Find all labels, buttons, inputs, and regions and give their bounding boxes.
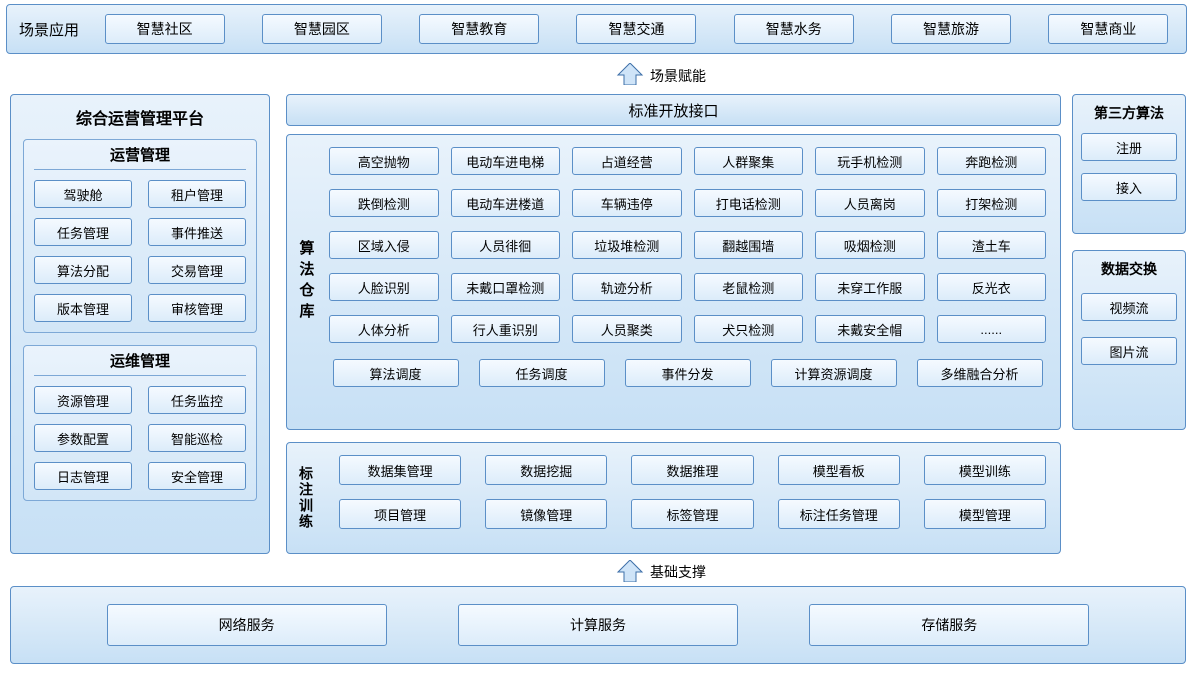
algo-item[interactable]: 老鼠检测 xyxy=(694,273,804,301)
ops-platform-panel: 综合运营管理平台 运营管理 驾驶舱 租户管理 任务管理 事件推送 算法分配 交易… xyxy=(10,94,270,554)
algo-item[interactable]: 高空抛物 xyxy=(329,147,439,175)
ops-item[interactable]: 审核管理 xyxy=(148,294,246,322)
maint-group-title: 运维管理 xyxy=(34,346,246,376)
algo-item[interactable]: 人脸识别 xyxy=(329,273,439,301)
scenario-panel: 场景应用 智慧社区 智慧园区 智慧教育 智慧交通 智慧水务 智慧旅游 智慧商业 xyxy=(6,4,1187,54)
support-item[interactable]: 网络服务 xyxy=(107,604,387,646)
algo-item[interactable]: 未穿工作服 xyxy=(815,273,925,301)
scenario-item[interactable]: 智慧商业 xyxy=(1048,14,1168,44)
ops-platform-title: 综合运营管理平台 xyxy=(23,105,257,129)
schedule-item[interactable]: 事件分发 xyxy=(625,359,751,387)
api-title: 标准开放接口 xyxy=(628,100,718,121)
arrow-scenario-label: 场景赋能 xyxy=(650,66,706,86)
algo-item[interactable]: 翻越围墙 xyxy=(694,231,804,259)
maint-item[interactable]: 参数配置 xyxy=(34,424,132,452)
arrow-scenario-icon xyxy=(616,63,640,81)
train-panel: 标注训练 数据集管理数据挖掘数据推理模型看板模型训练项目管理镜像管理标签管理标注… xyxy=(286,442,1061,554)
scenario-item[interactable]: 智慧旅游 xyxy=(891,14,1011,44)
arrow-support-label: 基础支撑 xyxy=(650,562,706,582)
scenario-item[interactable]: 智慧园区 xyxy=(262,14,382,44)
algo-item[interactable]: 打架检测 xyxy=(937,189,1047,217)
algo-item[interactable]: 人员离岗 xyxy=(815,189,925,217)
algo-item[interactable]: 人员徘徊 xyxy=(451,231,561,259)
algo-item[interactable]: 奔跑检测 xyxy=(937,147,1047,175)
algo-item[interactable]: 行人重识别 xyxy=(451,315,561,343)
algo-item[interactable]: 打电话检测 xyxy=(694,189,804,217)
schedule-item[interactable]: 算法调度 xyxy=(333,359,459,387)
algo-item[interactable]: 跌倒检测 xyxy=(329,189,439,217)
train-item[interactable]: 模型看板 xyxy=(778,455,900,485)
ops-group-title: 运营管理 xyxy=(34,140,246,170)
train-item[interactable]: 数据推理 xyxy=(631,455,753,485)
train-label: 标注训练 xyxy=(287,443,325,553)
algo-item[interactable]: 人群聚集 xyxy=(694,147,804,175)
maint-item[interactable]: 任务监控 xyxy=(148,386,246,414)
dataexchange-item[interactable]: 视频流 xyxy=(1081,293,1177,321)
train-item[interactable]: 模型训练 xyxy=(924,455,1046,485)
algo-item[interactable]: 未戴安全帽 xyxy=(815,315,925,343)
train-item[interactable]: 模型管理 xyxy=(924,499,1046,529)
maint-item[interactable]: 智能巡检 xyxy=(148,424,246,452)
thirdparty-item[interactable]: 接入 xyxy=(1081,173,1177,201)
ops-item[interactable]: 驾驶舱 xyxy=(34,180,132,208)
algo-item[interactable]: 人体分析 xyxy=(329,315,439,343)
algo-item[interactable]: 占道经营 xyxy=(572,147,682,175)
schedule-item[interactable]: 计算资源调度 xyxy=(771,359,897,387)
schedule-item[interactable]: 多维融合分析 xyxy=(917,359,1043,387)
algo-item[interactable]: 电动车进电梯 xyxy=(451,147,561,175)
schedule-item[interactable]: 任务调度 xyxy=(479,359,605,387)
algo-item[interactable]: 区域入侵 xyxy=(329,231,439,259)
dataexchange-item[interactable]: 图片流 xyxy=(1081,337,1177,365)
train-item[interactable]: 项目管理 xyxy=(339,499,461,529)
algo-repo-panel: 算法仓库 高空抛物电动车进电梯占道经营人群聚集玩手机检测奔跑检测跌倒检测电动车进… xyxy=(286,134,1061,430)
ops-group: 运营管理 驾驶舱 租户管理 任务管理 事件推送 算法分配 交易管理 版本管理 审… xyxy=(23,139,257,333)
algo-item[interactable]: 未戴口罩检测 xyxy=(451,273,561,301)
thirdparty-item[interactable]: 注册 xyxy=(1081,133,1177,161)
scenario-item[interactable]: 智慧教育 xyxy=(419,14,539,44)
dataexchange-panel: 数据交换 视频流 图片流 xyxy=(1072,250,1186,430)
support-item[interactable]: 存储服务 xyxy=(809,604,1089,646)
train-item[interactable]: 数据挖掘 xyxy=(485,455,607,485)
ops-item[interactable]: 事件推送 xyxy=(148,218,246,246)
dataexchange-title: 数据交换 xyxy=(1081,259,1177,279)
algo-item[interactable]: 轨迹分析 xyxy=(572,273,682,301)
scenario-item[interactable]: 智慧水务 xyxy=(734,14,854,44)
algo-item[interactable]: 电动车进楼道 xyxy=(451,189,561,217)
algo-item[interactable]: 吸烟检测 xyxy=(815,231,925,259)
ops-item[interactable]: 租户管理 xyxy=(148,180,246,208)
algo-item[interactable]: 渣土车 xyxy=(937,231,1047,259)
ops-item[interactable]: 算法分配 xyxy=(34,256,132,284)
scenario-label: 场景应用 xyxy=(19,19,99,40)
maint-item[interactable]: 日志管理 xyxy=(34,462,132,490)
algo-item[interactable]: 玩手机检测 xyxy=(815,147,925,175)
algo-item[interactable]: ...... xyxy=(937,315,1047,343)
arrow-support-icon xyxy=(616,560,640,578)
maint-item[interactable]: 资源管理 xyxy=(34,386,132,414)
algo-item[interactable]: 垃圾堆检测 xyxy=(572,231,682,259)
algo-item[interactable]: 车辆违停 xyxy=(572,189,682,217)
scenario-item[interactable]: 智慧交通 xyxy=(576,14,696,44)
algo-item[interactable]: 犬只检测 xyxy=(694,315,804,343)
scenario-item[interactable]: 智慧社区 xyxy=(105,14,225,44)
maint-item[interactable]: 安全管理 xyxy=(148,462,246,490)
ops-item[interactable]: 版本管理 xyxy=(34,294,132,322)
train-item[interactable]: 数据集管理 xyxy=(339,455,461,485)
train-item[interactable]: 标注任务管理 xyxy=(778,499,900,529)
train-item[interactable]: 镜像管理 xyxy=(485,499,607,529)
algo-item[interactable]: 反光衣 xyxy=(937,273,1047,301)
algo-item[interactable]: 人员聚类 xyxy=(572,315,682,343)
ops-item[interactable]: 交易管理 xyxy=(148,256,246,284)
thirdparty-panel: 第三方算法 注册 接入 xyxy=(1072,94,1186,234)
support-panel: 网络服务 计算服务 存储服务 xyxy=(10,586,1186,664)
train-item[interactable]: 标签管理 xyxy=(631,499,753,529)
maint-group: 运维管理 资源管理 任务监控 参数配置 智能巡检 日志管理 安全管理 xyxy=(23,345,257,501)
api-bar: 标准开放接口 xyxy=(286,94,1061,126)
support-item[interactable]: 计算服务 xyxy=(458,604,738,646)
algo-repo-label: 算法仓库 xyxy=(287,135,325,429)
ops-item[interactable]: 任务管理 xyxy=(34,218,132,246)
thirdparty-title: 第三方算法 xyxy=(1081,103,1177,123)
